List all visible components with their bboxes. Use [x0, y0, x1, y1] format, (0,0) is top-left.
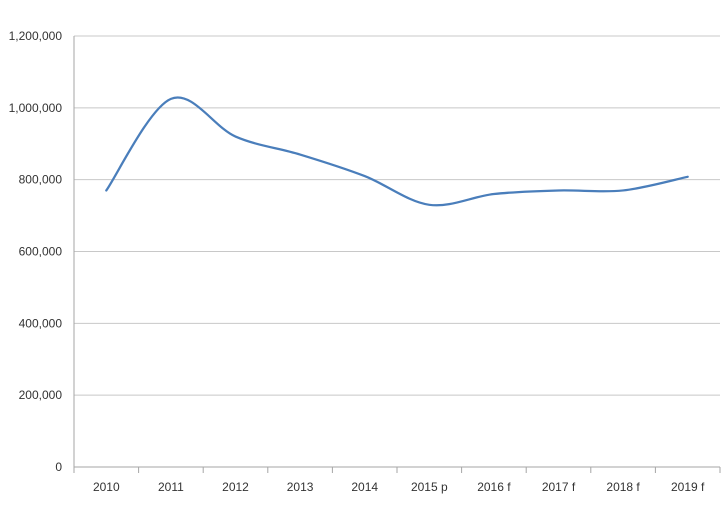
y-tick-labels: 0 200,000 400,000 600,000 800,000 1,000,000 1,… — [9, 29, 63, 474]
x-tick-label: 2019 f — [671, 480, 705, 494]
x-tick-label: 2014 — [351, 480, 378, 494]
y-tick-label: 200,000 — [19, 388, 63, 402]
x-tick-labels: 2010 2011 2012 2013 2014 2015 p 2016 f 2017 f 20… — [93, 480, 705, 494]
y-tick-label: 800,000 — [19, 173, 63, 187]
x-tick-label: 2013 — [287, 480, 314, 494]
y-tick-label: 1,000,000 — [9, 101, 63, 115]
x-tick-label: 2010 — [93, 480, 120, 494]
y-tick-label: 1,200,000 — [9, 29, 63, 43]
axes — [73, 36, 721, 473]
y-tick-label: 600,000 — [19, 245, 63, 259]
x-tick-label: 2012 — [222, 480, 249, 494]
series-group — [105, 96, 689, 207]
y-tick-label: 400,000 — [19, 316, 63, 330]
series-line — [105, 96, 689, 207]
x-tick-label: 2018 f — [606, 480, 640, 494]
x-tick-label: 2015 p — [411, 480, 448, 494]
x-tick-label: 2011 — [158, 480, 184, 494]
gridlines — [74, 35, 720, 396]
y-tick-label: 0 — [55, 460, 62, 474]
x-tick-label: 2016 f — [477, 480, 511, 494]
x-tick-label: 2017 f — [542, 480, 576, 494]
